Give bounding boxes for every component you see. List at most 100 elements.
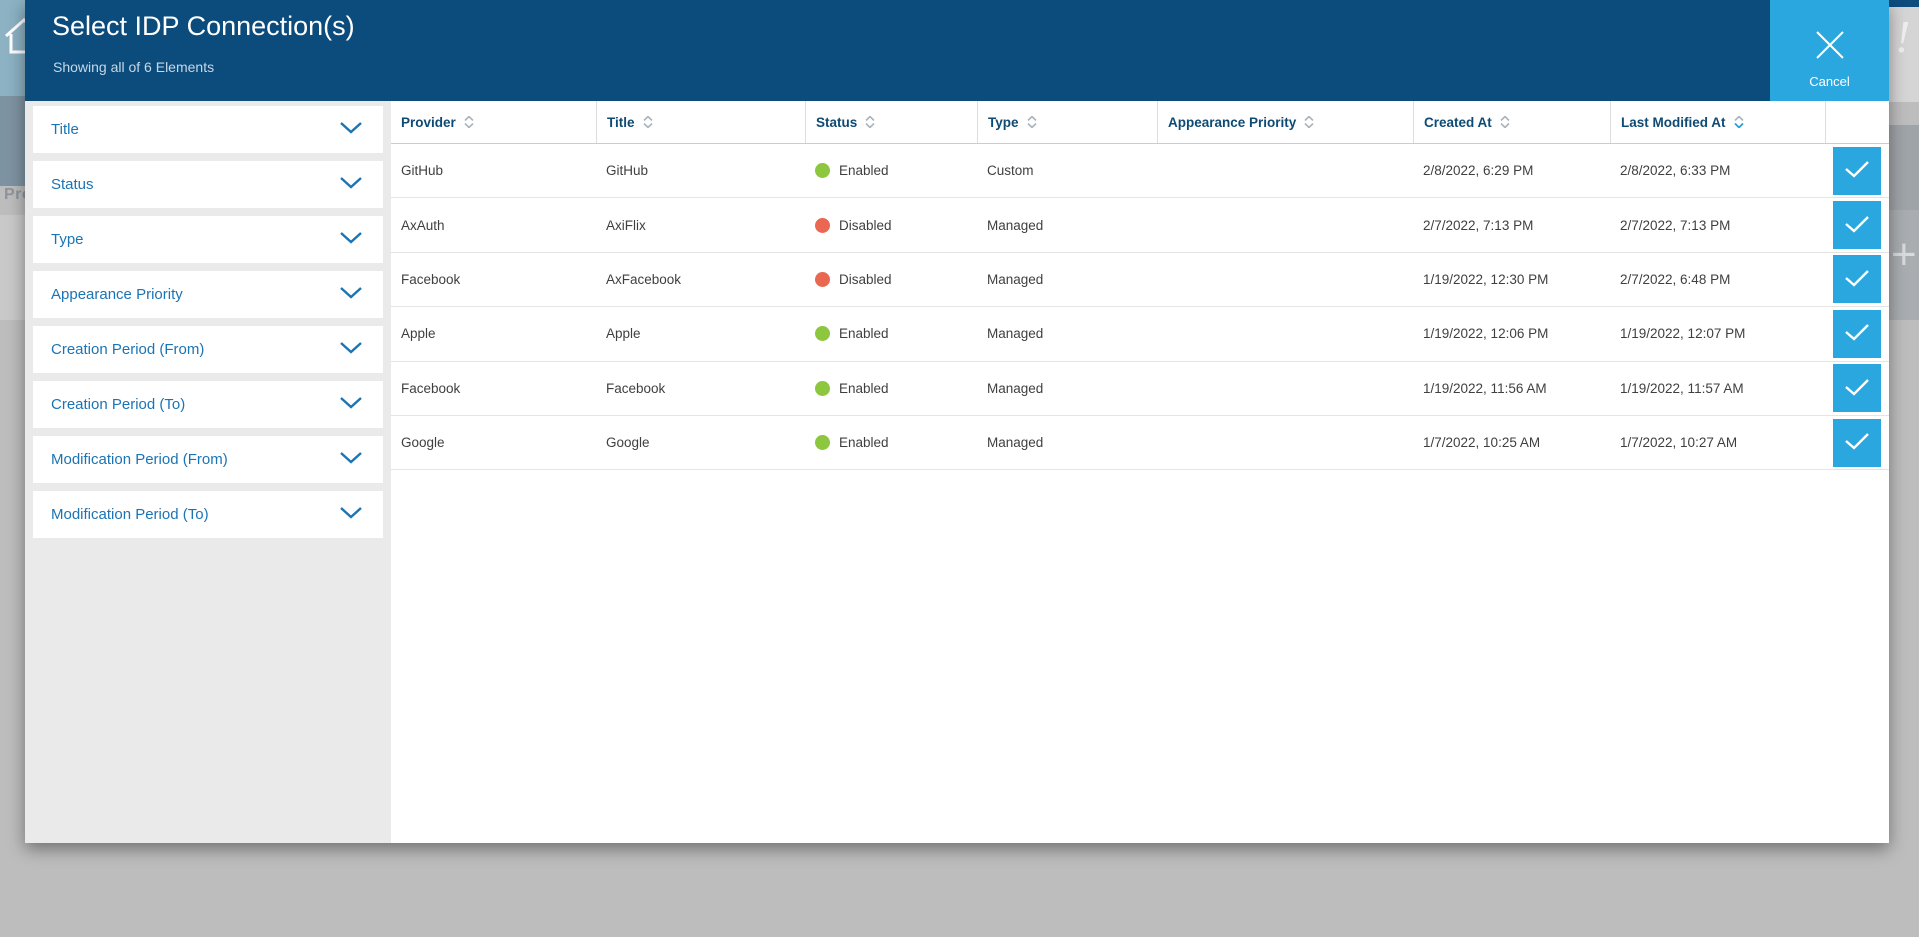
idp-connections-table: Provider Title Status (391, 101, 1889, 843)
column-header-label: Created At (1424, 114, 1492, 130)
column-header-label: Appearance Priority (1168, 114, 1297, 130)
cell-type: Managed (987, 326, 1044, 342)
cell-created-at: 1/19/2022, 12:06 PM (1423, 326, 1549, 342)
row-select-button[interactable] (1833, 255, 1881, 304)
status-label: Disabled (839, 217, 892, 233)
filter-appearance-priority[interactable]: Appearance Priority (33, 271, 383, 318)
filter-label: Creation Period (From) (51, 341, 205, 358)
cell-created-at: 2/8/2022, 6:29 PM (1423, 163, 1534, 179)
column-header-created-at[interactable]: Created At (1413, 101, 1610, 143)
sort-carets-icon-active-desc (1733, 116, 1744, 128)
column-header-type[interactable]: Type (977, 101, 1157, 143)
cell-title: GitHub (606, 163, 649, 179)
cell-select (1825, 309, 1889, 358)
table-row[interactable]: Apple Apple Enabled Managed 1/19/2022, 1… (391, 307, 1889, 362)
sort-carets-icon (464, 116, 474, 128)
cell-status: Disabled (805, 217, 977, 233)
table-row[interactable]: Facebook AxFacebook Disabled Managed 1/1… (391, 253, 1889, 308)
filter-creation-period-to[interactable]: Creation Period (To) (33, 381, 383, 428)
filter-label: Modification Period (To) (51, 506, 209, 523)
cell-type: Managed (987, 435, 1044, 451)
filter-label: Status (51, 176, 94, 193)
check-icon (1844, 159, 1870, 182)
column-header-last-modified-at[interactable]: Last Modified At (1610, 101, 1825, 143)
background-side-panel (0, 215, 25, 320)
cell-last-modified-at: 2/7/2022, 7:13 PM (1620, 217, 1731, 233)
check-icon (1844, 268, 1870, 291)
filter-label: Creation Period (To) (51, 396, 186, 413)
cell-last-modified-at: 1/19/2022, 11:57 AM (1620, 380, 1744, 396)
filter-status[interactable]: Status (33, 161, 383, 208)
status-dot (815, 271, 830, 287)
cell-type: Managed (987, 217, 1044, 233)
cell-select (1825, 418, 1889, 467)
table-header-row: Provider Title Status (391, 101, 1889, 144)
cell-last-modified-at: 1/7/2022, 10:27 AM (1620, 435, 1738, 451)
status-dot (815, 163, 830, 179)
cell-type: Custom (987, 163, 1034, 179)
filter-modification-period-from[interactable]: Modification Period (From) (33, 436, 383, 483)
row-select-button[interactable] (1833, 364, 1881, 413)
modal-body: Title Status Type Appearance Priority Cr… (25, 101, 1889, 843)
select-idp-connections-modal: Select IDP Connection(s) Showing all of … (25, 0, 1889, 843)
sort-carets-icon (1304, 116, 1314, 128)
row-select-button[interactable] (1833, 418, 1881, 467)
cell-title: Google (606, 435, 650, 451)
chevron-down-icon (339, 121, 363, 139)
cell-last-modified-at: 1/19/2022, 12:07 PM (1620, 326, 1746, 342)
cell-provider: Apple (401, 326, 436, 342)
sort-carets-icon (865, 116, 875, 128)
cell-provider: Facebook (401, 271, 461, 287)
cancel-button[interactable]: Cancel (1770, 0, 1889, 101)
status-dot (815, 380, 830, 396)
table-row[interactable]: GitHub GitHub Enabled Custom 2/8/2022, 6… (391, 144, 1889, 199)
column-header-title[interactable]: Title (596, 101, 805, 143)
cell-type: Managed (987, 271, 1044, 287)
chevron-down-icon (339, 396, 363, 414)
check-icon (1844, 431, 1870, 454)
row-select-button[interactable] (1833, 201, 1881, 250)
status-dot (815, 326, 830, 342)
cell-provider: Facebook (401, 380, 461, 396)
cell-select (1825, 146, 1889, 195)
element-count-subtitle: Showing all of 6 Elements (53, 59, 215, 75)
cell-created-at: 2/7/2022, 7:13 PM (1423, 217, 1534, 233)
filter-sidebar: Title Status Type Appearance Priority Cr… (25, 101, 391, 843)
cell-created-at: 1/7/2022, 10:25 AM (1423, 435, 1541, 451)
cell-provider: GitHub (401, 163, 444, 179)
column-header-label: Last Modified At (1621, 114, 1726, 130)
filter-modification-period-to[interactable]: Modification Period (To) (33, 491, 383, 538)
check-icon (1844, 214, 1870, 237)
column-header-status[interactable]: Status (805, 101, 977, 143)
filter-label: Title (51, 121, 79, 138)
column-header-provider[interactable]: Provider (391, 101, 596, 143)
filter-label: Modification Period (From) (51, 451, 228, 468)
filter-type[interactable]: Type (33, 216, 383, 263)
column-header-label: Type (988, 114, 1019, 130)
home-icon (0, 17, 25, 62)
cell-last-modified-at: 2/8/2022, 6:33 PM (1620, 163, 1731, 179)
table-row[interactable]: Google Google Enabled Managed 1/7/2022, … (391, 416, 1889, 471)
background-right-block (1889, 125, 1919, 210)
table-row[interactable]: AxAuth AxiFlix Disabled Managed 2/7/2022… (391, 198, 1889, 253)
table-row[interactable]: Facebook Facebook Enabled Managed 1/19/2… (391, 362, 1889, 416)
chevron-down-icon (339, 506, 363, 524)
cell-provider: Google (401, 435, 445, 451)
sort-carets-icon (642, 116, 653, 128)
cell-title: Facebook (606, 380, 666, 396)
cell-status: Disabled (805, 271, 977, 287)
cell-type: Managed (987, 380, 1044, 396)
column-header-appearance-priority[interactable]: Appearance Priority (1157, 101, 1413, 143)
status-label: Enabled (839, 380, 889, 396)
modal-header: Select IDP Connection(s) Showing all of … (25, 0, 1889, 101)
chevron-down-icon (339, 286, 363, 304)
filter-title[interactable]: Title (33, 106, 383, 153)
close-icon (1811, 26, 1849, 64)
check-icon (1844, 322, 1870, 345)
filter-creation-period-from[interactable]: Creation Period (From) (33, 326, 383, 373)
status-dot (815, 435, 830, 451)
cell-select (1825, 201, 1889, 250)
row-select-button[interactable] (1833, 309, 1881, 358)
filter-label: Appearance Priority (51, 286, 183, 303)
row-select-button[interactable] (1833, 146, 1881, 195)
